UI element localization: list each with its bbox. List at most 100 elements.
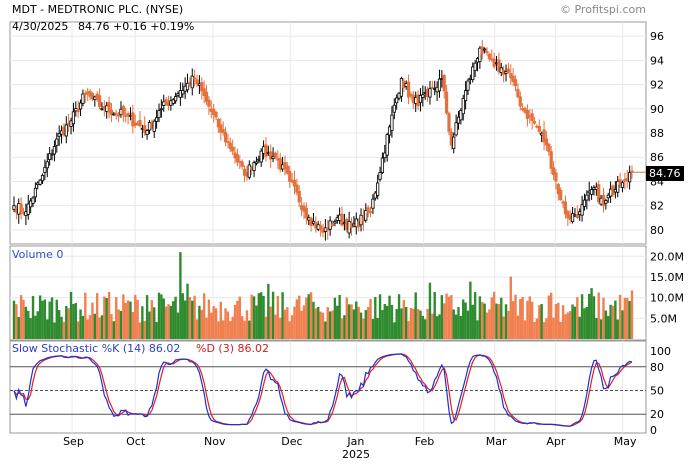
volume-bar [414,292,417,339]
month-tick-label: Nov [204,435,226,448]
candle-body [340,213,344,226]
candle-body [50,153,54,156]
volume-bar [528,296,531,339]
volume-bar [112,321,116,339]
candle-body [90,92,95,100]
volume-bar [557,302,560,339]
volume-bar [12,300,16,339]
candle-body [371,198,375,209]
volume-bar [141,306,144,339]
volume-bar [385,305,389,339]
candle-body [530,113,534,122]
candle-body [57,133,61,137]
month-tick-label: Feb [415,435,434,448]
candle-body [509,73,513,79]
volume-bar [200,309,203,339]
candle-body [368,211,373,213]
volume-label: Volume 0 [12,248,63,261]
volume-bar [511,301,515,339]
volume-bar [569,311,572,339]
year-label: 2025 [342,448,370,461]
volume-bar [298,295,301,339]
candle-body [452,136,456,150]
volume-bar [421,315,425,339]
volume-bar [198,305,201,339]
candle-body [19,203,23,212]
volume-bar [345,297,348,339]
candle-body [43,166,47,173]
volume-bar [431,313,434,339]
volume-bar [150,300,154,339]
candle-body [385,134,389,156]
volume-bar [488,309,491,339]
candle-body [556,184,560,195]
volume-bar [443,303,446,339]
month-tick-label: Dec [281,435,302,448]
volume-bar [618,294,622,339]
candle-body [228,142,232,150]
volume-bar [24,306,28,339]
volume-bar [224,308,227,339]
volume-tick-label: 5.0M [650,312,677,325]
volume-bar [535,318,539,339]
volume-bar [554,304,558,339]
month-tick-label: Mar [486,435,507,448]
volume-bar [179,252,182,339]
volume-bar [107,291,111,339]
candle-body [618,179,622,185]
volume-bar [157,292,161,339]
volume-bar [359,312,363,339]
volume-bar [504,304,508,339]
volume-bar [623,297,627,339]
volume-bar [31,296,35,339]
volume-bar [226,311,230,339]
candle-body [319,225,323,231]
candle-body [566,211,570,219]
volume-bar [542,322,546,339]
volume-bar [495,303,498,339]
volume-bar [409,307,413,339]
volume-bar [564,314,567,339]
candle-body [200,82,204,92]
volume-bar [317,306,320,339]
volume-bar [174,296,177,339]
volume-bar [388,295,391,339]
volume-bar [250,294,253,339]
candle-body [551,167,556,175]
candle-body [542,129,546,143]
volume-bar [309,292,313,339]
volume-bar [176,312,180,339]
candle-body [390,114,394,131]
volume-bar [628,300,631,339]
volume-bar [592,296,596,339]
candle-body [124,115,128,117]
candle-body [295,184,299,193]
volume-bar [36,311,39,339]
volume-bar [393,322,396,339]
volume-bar [188,297,192,339]
volume-bar [62,321,66,339]
volume-bar [100,315,104,339]
volume-bar [602,297,605,339]
candle-body [366,207,370,214]
volume-bar [357,306,360,339]
candle-body [221,129,225,134]
candle-body [107,102,111,113]
watermark: © Profitspi.com [560,3,646,16]
volume-bar [416,308,420,339]
volume-bar [119,310,123,339]
volume-bar [469,281,472,339]
volume-bar [238,296,242,339]
volume-bar [300,310,303,339]
volume-bar [262,296,265,339]
candle-body [171,99,175,104]
volume-tick-label: 10.0M [650,292,684,305]
volume-bar [110,314,113,339]
candle-body [478,47,482,62]
candle-body [185,82,190,91]
candle-body [181,90,185,95]
volume-bar [614,300,617,339]
volume-bar [79,309,82,339]
volume-bar [419,310,422,339]
